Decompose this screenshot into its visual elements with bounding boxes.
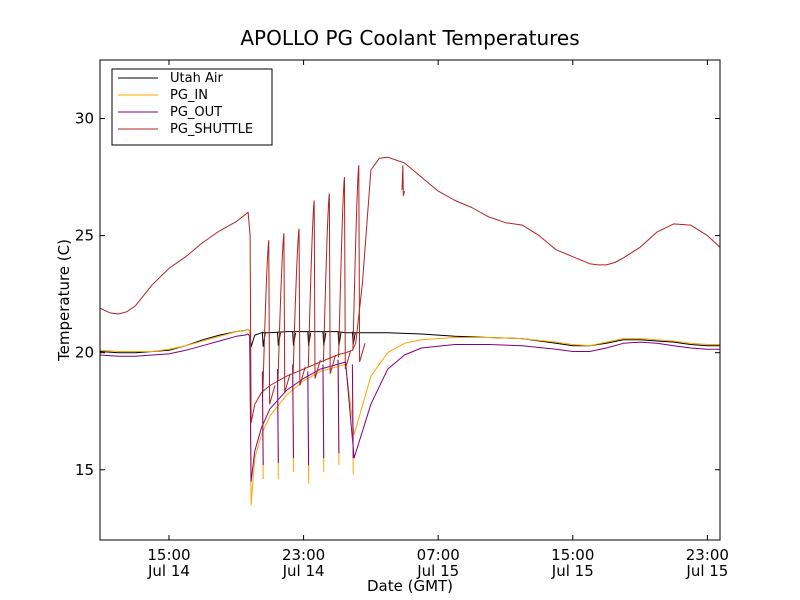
y-axis-label: Temperature (C) [55,239,73,362]
pg-out-drop-3 [292,364,294,459]
x-tick-label-date-1: Jul 14 [147,562,190,580]
x-tick-label-date-4: Jul 15 [551,562,594,580]
series-line-pg-out [99,333,720,482]
pg-shuttle-pulse-4 [307,200,321,379]
legend-label-utah-air: Utah Air [170,71,223,86]
x-tick-label-time-5: 23:00 [686,546,729,564]
x-tick-label-date-2: Jul 14 [282,562,325,580]
pg-shuttle-pulse-6 [338,177,352,370]
legend-box [111,68,273,146]
pg-shuttle-pulse-5 [322,193,337,374]
x-tick-label-time-4: 15:00 [551,546,594,564]
chart-title: APOLLO PG Coolant Temperatures [240,26,579,50]
pg-shuttle-spike [401,165,406,196]
x-tick-label-time-2: 23:00 [282,546,325,564]
pg-out-drop-2 [277,369,279,463]
legend-label-pg-shuttle: PG_SHUTTLE [170,122,253,137]
y-tick-label-2: 20 [75,344,94,362]
pg-shuttle-pulse-7 [352,165,366,363]
pg-shuttle-pulse-2 [277,233,291,393]
series-line-utah-air [99,328,720,354]
y-tick-label-4: 30 [75,110,94,128]
legend-label-pg-in: PG_IN [170,88,208,103]
pg-out-drop-4 [307,371,310,466]
legend-label-pg-out: PG_OUT [170,105,222,120]
y-tick-label-1: 15 [75,461,94,479]
x-tick-label-date-3: Jul 15 [416,562,459,580]
series-layer [99,156,721,506]
pg-shuttle-pulse-1 [262,240,276,405]
legend: Utah Air PG_IN PG_OUT PG_SHUTTLE [111,68,273,146]
x-tick-label-time-3: 07:00 [417,546,460,564]
pg-out-drop-7 [351,364,354,459]
pg-shuttle-pulse-3 [292,228,306,386]
x-tick-label-time-1: 15:00 [147,546,190,564]
x-axis-label: Date (GMT) [367,577,453,595]
pg-out-drop-6 [337,359,340,454]
series-line-pg-shuttle [99,156,721,424]
series-line-pg-in [99,328,720,506]
pg-out-drop-5 [322,364,325,459]
pg-out-drop-1 [261,371,264,466]
y-tick-label-3: 25 [75,227,94,245]
plot-frame [99,59,721,541]
x-tick-label-date-5: Jul 15 [685,562,728,580]
